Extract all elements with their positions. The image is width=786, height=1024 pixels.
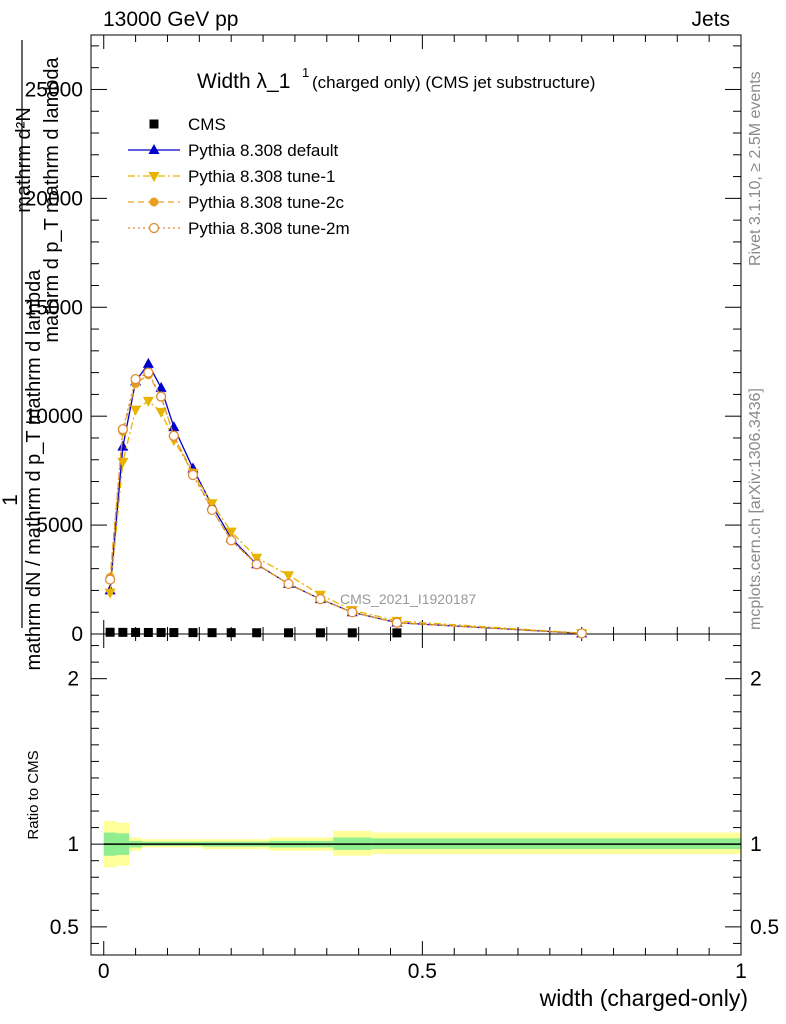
cms-point	[347, 628, 357, 638]
ratio-y-tick-label-right: 1	[750, 833, 762, 856]
cms-point	[315, 628, 325, 638]
energy-label: 13000 GeV pp	[103, 8, 239, 31]
default-point	[148, 144, 160, 154]
y-axis-label-part: mathrm d p_T mathrm d lambda	[41, 56, 63, 342]
cms-point	[149, 119, 159, 129]
legend-label: Pythia 8.308 default	[188, 141, 339, 160]
legend-label: Pythia 8.308 tune-2m	[188, 219, 350, 238]
tune1-point	[130, 405, 142, 416]
cms-point	[207, 628, 217, 638]
x-tick-label: 1	[735, 960, 747, 983]
ratio-bands	[103, 820, 741, 868]
tune1-point	[206, 499, 218, 510]
x-tick-label: 0.5	[408, 960, 437, 983]
tune1-point	[251, 553, 263, 564]
ratio-y-tick-label-right: 0.5	[750, 916, 779, 939]
tune2m-point	[130, 374, 141, 385]
y-tick-label: 0	[71, 623, 83, 646]
cms-point	[169, 628, 179, 638]
tune1-point	[225, 527, 237, 538]
tune2m-point	[576, 628, 587, 639]
cms-point	[118, 627, 128, 637]
x-axis-label: width (charged-only)	[539, 985, 748, 1011]
data-series	[104, 357, 588, 640]
series-0	[105, 627, 402, 638]
cms-point	[188, 628, 198, 638]
cms-point	[392, 628, 402, 638]
tune1-point	[283, 571, 295, 582]
ratio-y-tick-label: 1	[67, 833, 79, 856]
legend-label: Pythia 8.308 tune-2c	[188, 193, 344, 212]
y-tick-label: 20000	[25, 187, 83, 210]
y-axis-label-part: mathrm dN / mathrm d p_T mathrm d lambda	[23, 269, 45, 671]
axes-frame	[21, 34, 742, 956]
cms-point	[252, 628, 262, 638]
y-tick-label: 15000	[25, 296, 83, 319]
tune2m-point	[187, 469, 199, 481]
cms-point	[131, 627, 141, 637]
x-tick-label: 0	[98, 960, 110, 983]
chart-title: Width λ_1	[197, 70, 290, 93]
chart-title-superscript: 1	[302, 65, 309, 80]
chart-subtitle: (charged only) (CMS jet substructure)	[312, 73, 595, 92]
tune1-point	[117, 457, 129, 468]
ratio-y-tick-label-right: 2	[750, 668, 762, 691]
tune2m-point	[117, 424, 129, 435]
tune2m-point	[391, 617, 403, 628]
legend-label: Pythia 8.308 tune-1	[188, 167, 335, 186]
tune2m-point	[206, 504, 218, 515]
tune2m-point	[226, 535, 237, 546]
tune2m-point	[148, 222, 160, 234]
default-point	[117, 440, 129, 451]
tune1-point	[142, 396, 154, 407]
ratio-y-axis-label: Ratio to CMS	[25, 750, 42, 839]
y-tick-label: 25000	[25, 78, 83, 101]
tune2c-point	[149, 197, 159, 207]
tune2m-point	[168, 430, 179, 441]
series-4	[104, 367, 587, 639]
y-axis-label-numerator: 1	[0, 494, 22, 506]
tune1-point	[104, 588, 116, 599]
ratio-y-tick-label: 2	[67, 668, 79, 691]
tune2m-point	[104, 574, 116, 585]
category-label: Jets	[691, 8, 730, 31]
legend-label: CMS	[188, 115, 226, 134]
analysis-watermark: CMS_2021_I1920187	[340, 591, 476, 607]
cms-point	[156, 628, 166, 638]
series-line	[109, 371, 582, 634]
cms-point	[143, 627, 153, 637]
y-axis-label-part: mathrm d²N	[13, 107, 35, 213]
rivet-label: Rivet 3.1.10, ≥ 2.5M events	[747, 71, 764, 266]
cms-point	[284, 628, 294, 638]
default-point	[142, 357, 154, 368]
tune2m-point	[347, 607, 358, 618]
ratio-y-tick-label: 0.5	[50, 916, 79, 939]
y-tick-label: 5000	[36, 514, 83, 537]
cms-point	[105, 627, 115, 637]
tune1-point	[148, 172, 160, 182]
tune1-point	[155, 407, 167, 418]
tune2m-point	[283, 578, 294, 590]
tune2m-point	[155, 391, 167, 402]
legend: CMS Pythia 8.308 default Pythia 8.308 tune…	[128, 115, 350, 238]
default-point	[155, 381, 167, 392]
cms-point	[226, 628, 236, 638]
tune2m-point	[315, 593, 326, 605]
mcplots-label: mcplots.cern.ch [arXiv:1306.3436]	[747, 388, 764, 630]
tune2m-point	[143, 367, 154, 378]
ratio-frame	[90, 633, 742, 956]
y-tick-label: 10000	[25, 405, 83, 428]
tune2m-point	[251, 559, 262, 570]
